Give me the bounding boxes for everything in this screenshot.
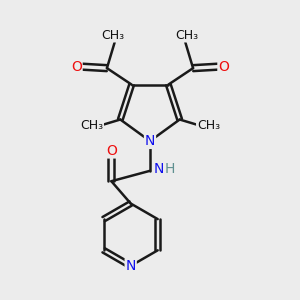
Text: N: N bbox=[145, 134, 155, 148]
Text: N: N bbox=[125, 259, 136, 273]
Text: O: O bbox=[218, 60, 229, 74]
Text: N: N bbox=[153, 162, 164, 176]
Text: CH₃: CH₃ bbox=[197, 119, 220, 132]
Text: O: O bbox=[71, 60, 82, 74]
Text: H: H bbox=[165, 162, 175, 176]
Text: CH₃: CH₃ bbox=[102, 28, 125, 42]
Text: O: O bbox=[106, 144, 117, 158]
Text: CH₃: CH₃ bbox=[80, 119, 103, 132]
Text: CH₃: CH₃ bbox=[175, 28, 198, 42]
